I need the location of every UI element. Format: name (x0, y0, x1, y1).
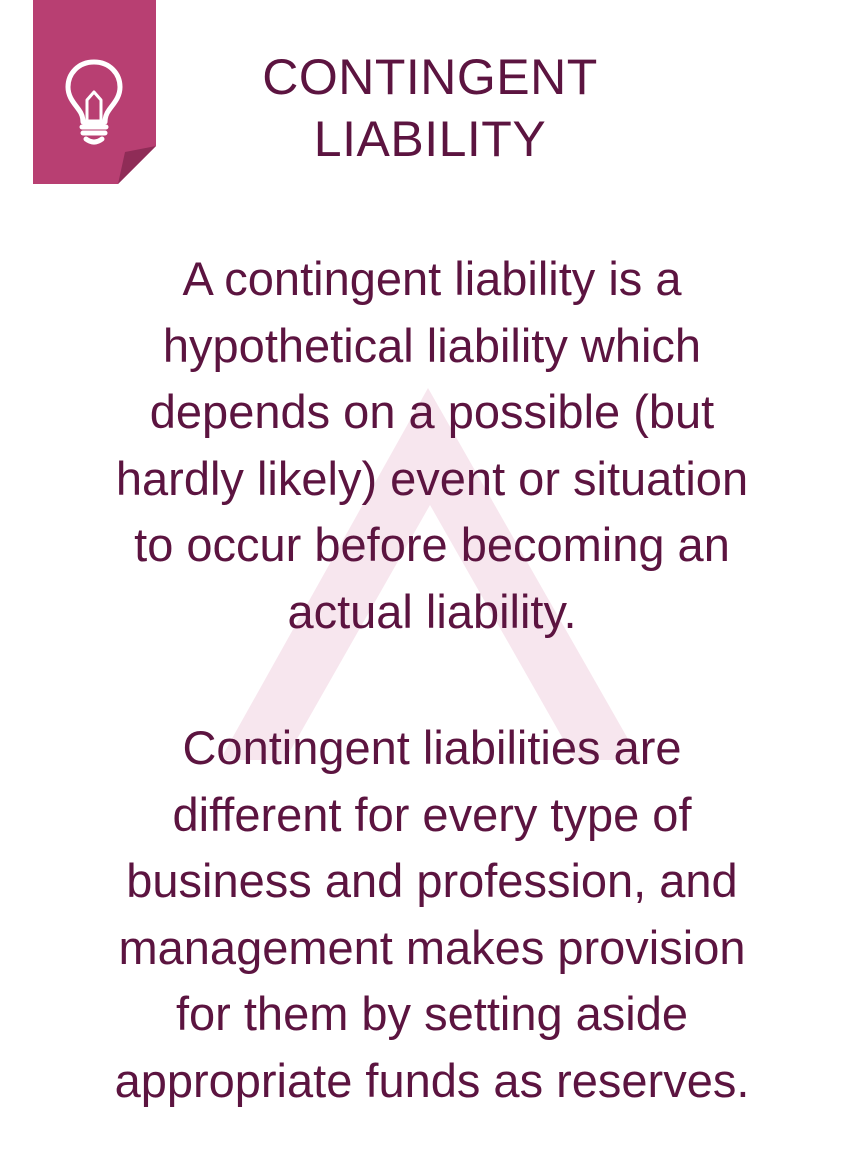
text-line: A contingent liability is a (182, 252, 682, 305)
page-title: CONTINGENT LIABILITY (200, 46, 660, 170)
text-line: depends on a possible (but (149, 385, 715, 438)
explanation-paragraph: Contingent liabilities are different for… (20, 715, 844, 1114)
text-line: business and profession, and (126, 854, 738, 907)
idea-badge (33, 0, 156, 184)
text-line: hypothetical liability which (162, 318, 702, 372)
title-line: CONTINGENT (262, 49, 598, 105)
text-line: hardly likely) event or situation (115, 451, 749, 505)
definition-paragraph: A contingent liability is a hypothetical… (20, 246, 844, 645)
text-line: different for every type of (172, 787, 692, 841)
lightbulb-icon (65, 59, 123, 145)
text-line: management makes provision (118, 920, 746, 974)
text-line: for them by setting aside (175, 987, 689, 1040)
text-line: to occur before becoming an (134, 518, 730, 571)
text-line: appropriate funds as reserves. (114, 1053, 750, 1107)
text-line: Contingent liabilities are (182, 721, 682, 774)
title-line: LIABILITY (313, 111, 547, 167)
text-line: actual liability. (287, 584, 577, 638)
